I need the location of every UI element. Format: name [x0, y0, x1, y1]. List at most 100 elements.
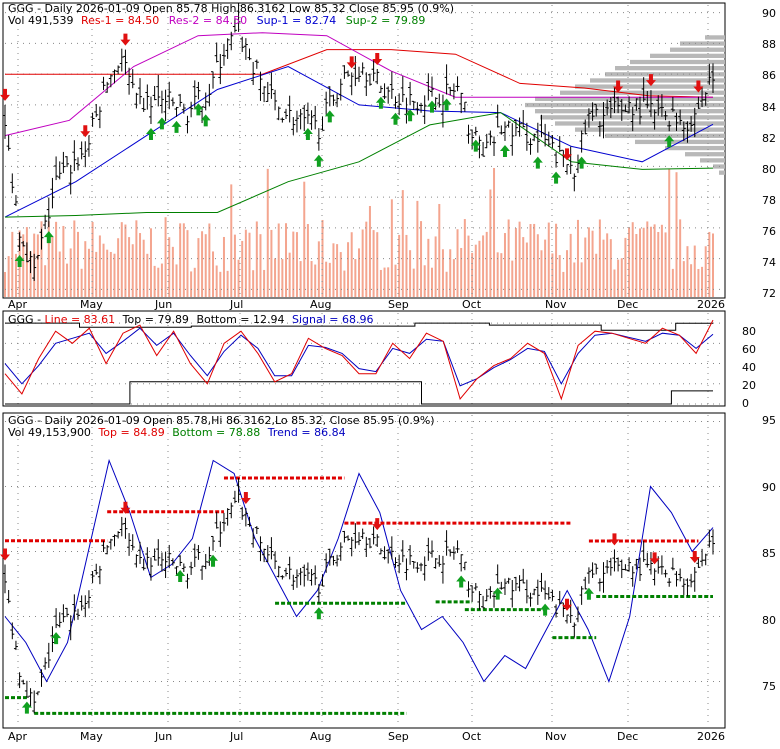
volume-bar [358, 248, 360, 297]
volume-bar [259, 234, 262, 297]
volume-bar [347, 242, 350, 297]
buy-arrow [492, 587, 503, 600]
sell-arrow [0, 548, 10, 561]
volume-bar [204, 234, 207, 297]
volume-bar [306, 224, 309, 297]
volume-profile-bin [630, 59, 725, 65]
volume-bar [164, 217, 167, 297]
volume-bar [500, 253, 503, 297]
volume-bar [434, 236, 437, 297]
volume-bar [182, 223, 185, 297]
volume-bar [171, 246, 174, 297]
oscillator-y-tick: 40 [742, 361, 756, 374]
volume-bar [325, 261, 328, 297]
volume-bar [562, 271, 565, 297]
volume-bar [452, 259, 455, 297]
volume-bar [263, 269, 266, 297]
sell-arrow [689, 551, 700, 564]
volume-bar [91, 222, 94, 297]
buy-arrow [156, 117, 167, 130]
volume-bar [467, 235, 470, 297]
volume-bar [701, 266, 704, 297]
volume-bar [511, 260, 514, 297]
trend-x-tick: Oct [462, 730, 482, 743]
trend-x-tick: Jul [229, 730, 243, 743]
volume-bar [29, 251, 32, 297]
volume-bar [299, 261, 302, 297]
sell-arrow [372, 52, 383, 65]
volume-bar [226, 270, 229, 297]
volume-profile-bin [705, 35, 725, 40]
trend-y-tick: 75 [762, 680, 776, 693]
buy-arrow [375, 96, 386, 109]
volume-legend: Vol 491,539 [8, 14, 73, 27]
volume-bar [193, 267, 196, 297]
oscillator-y-tick: 80 [742, 325, 756, 338]
volume-bar [212, 251, 215, 297]
volume-bar [649, 226, 652, 297]
volume-bar [591, 230, 594, 297]
volume-bar [368, 205, 371, 297]
volume-profile-bin [560, 90, 725, 95]
oscillator-panel-frame [2, 310, 726, 407]
oscillator-line [4, 319, 714, 401]
volume-bar [387, 267, 390, 297]
volume-bar [270, 229, 273, 297]
volume-profile-bin [700, 158, 725, 163]
trend-x-tick: Aug [310, 730, 331, 743]
buy-arrow [499, 144, 510, 157]
volume-bar [682, 261, 685, 297]
volume-bar [58, 251, 61, 297]
volume-bar [36, 234, 39, 297]
volume-bar [412, 268, 415, 297]
volume-bar [365, 221, 368, 297]
volume-profile-bin [680, 41, 725, 46]
volume-bar [208, 223, 211, 297]
trend-legend: Vol 49,153,900 Top = 84.89 Bottom = 78.8… [8, 426, 346, 439]
volume-bar [474, 244, 477, 297]
volume-bar [376, 232, 379, 297]
volume-bar [332, 243, 335, 297]
price-x-tick: Aug [310, 298, 331, 311]
volume-bar [533, 223, 536, 297]
volume-bar [55, 221, 58, 297]
volume-bar [449, 249, 452, 297]
volume-bar [708, 231, 711, 297]
volume-profile-bin [650, 53, 725, 59]
volume-bar [379, 269, 382, 297]
volume-bar [401, 190, 404, 297]
buy-arrow [532, 156, 543, 169]
buy-arrow [193, 103, 204, 116]
volume-bar [102, 243, 105, 297]
volume-bar [277, 223, 280, 297]
price-y-tick: 80 [762, 163, 776, 176]
volume-bar [628, 227, 631, 297]
volume-bar [445, 271, 448, 297]
buy-arrow [145, 128, 156, 141]
volume-profile-bin [590, 78, 725, 83]
volume-bar [233, 234, 236, 297]
volume-bar [80, 268, 83, 297]
trend-chart-title: GGG - Daily 2026-01-09 Open 85.78,Hi 86.… [8, 414, 435, 427]
volume-bar [109, 251, 112, 297]
oscillator-title: GGG - Line = 83.61 Top = 79.89 Bottom = … [8, 313, 374, 326]
oscillator-y-axis: 80 60 40 20 0 [742, 325, 756, 410]
volume-bar [679, 219, 682, 297]
volume-bar [215, 265, 218, 297]
volume-bar [693, 245, 696, 297]
buy-arrow [43, 231, 54, 244]
volume-bar [44, 265, 47, 297]
volume-bar [493, 167, 496, 297]
volume-bar [372, 230, 375, 297]
volume-bar [135, 220, 138, 297]
trend-x-tick: Nov [545, 730, 567, 743]
volume-profile-bin [575, 84, 725, 89]
buy-arrow [470, 139, 481, 152]
price-x-tick: Jun [154, 298, 172, 311]
volume-profile-bin [575, 127, 725, 132]
volume-bar [518, 221, 521, 297]
volume-bar [153, 265, 156, 297]
buy-arrow [175, 570, 186, 583]
volume-bar [248, 232, 251, 297]
